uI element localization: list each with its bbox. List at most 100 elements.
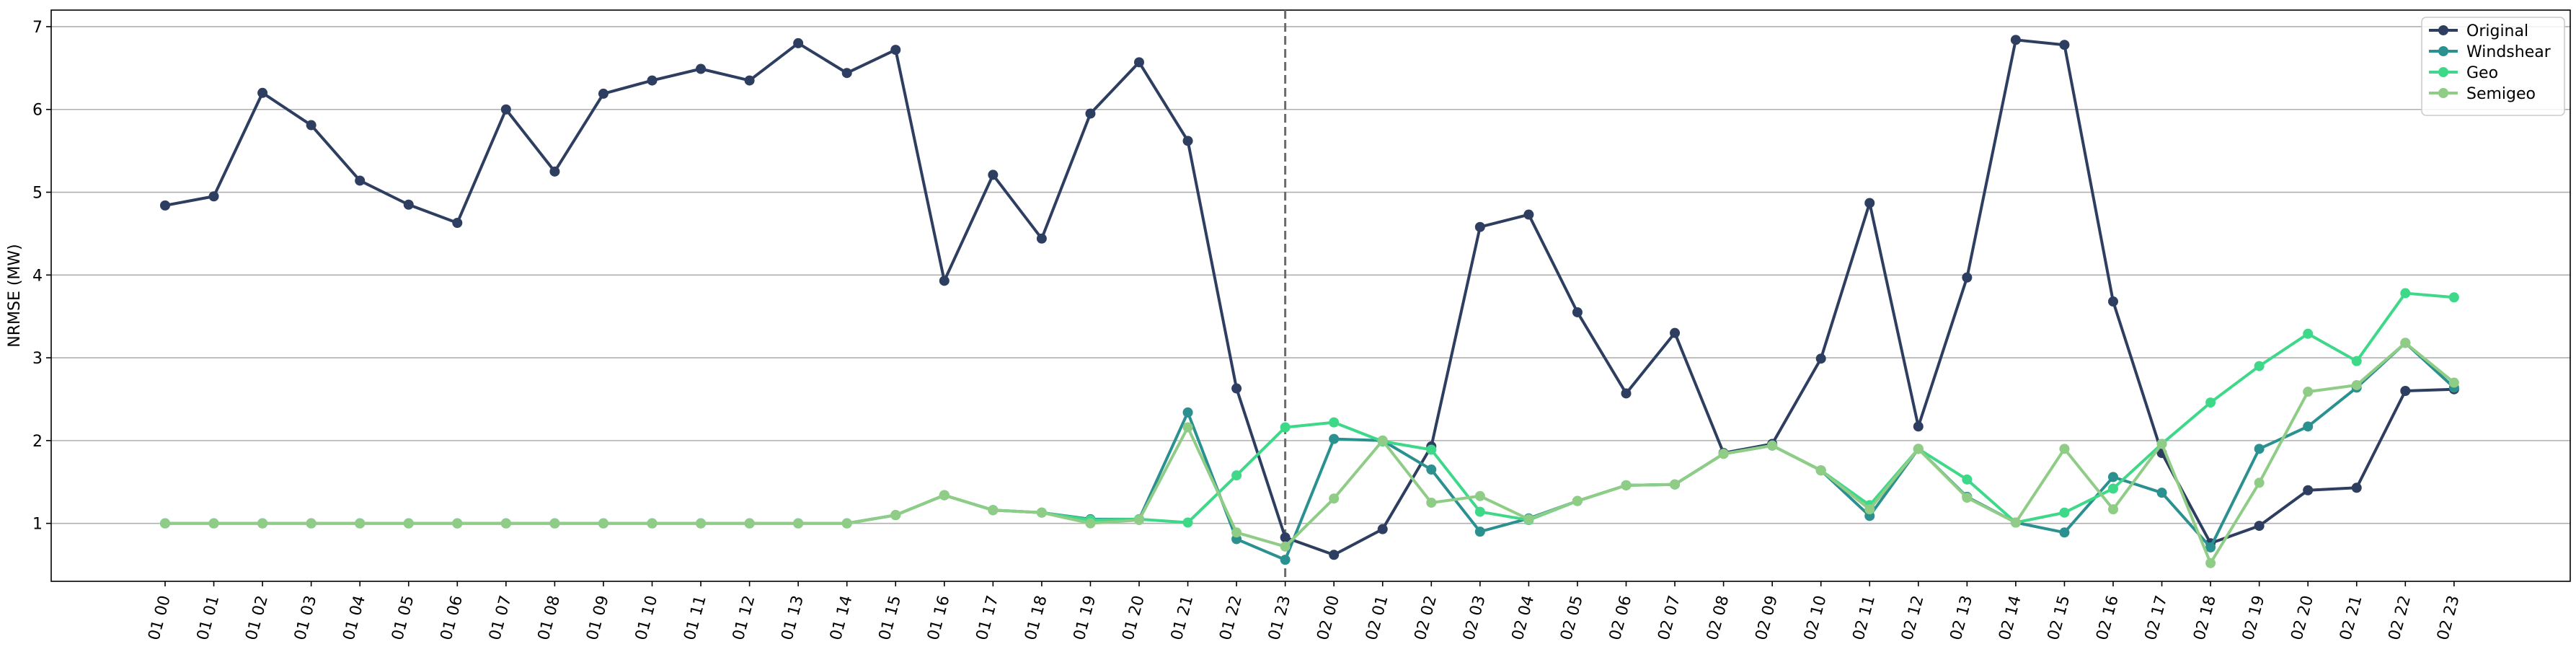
- data-point-semigeo: [452, 518, 463, 529]
- x-tick-label: 02 14: [1996, 594, 2024, 642]
- data-point-original: [1913, 421, 1924, 432]
- data-point-geo: [2448, 292, 2459, 303]
- y-tick-label: 3: [32, 350, 43, 368]
- data-point-semigeo: [257, 518, 268, 529]
- data-point-geo: [1962, 474, 1973, 485]
- x-tick-label: 02 08: [1704, 594, 1732, 642]
- data-point-original: [1815, 353, 1826, 364]
- data-point-windshear: [2205, 542, 2216, 552]
- data-point-original: [1085, 108, 1096, 119]
- data-point-semigeo: [1085, 518, 1096, 529]
- data-point-original: [1621, 388, 1632, 399]
- x-tick-label: 01 15: [876, 594, 905, 642]
- data-point-original: [2010, 35, 2021, 45]
- data-point-geo: [1426, 444, 1437, 455]
- data-point-semigeo: [939, 490, 950, 501]
- data-point-semigeo: [160, 518, 170, 529]
- x-tick-label: 01 00: [145, 594, 174, 642]
- y-tick-label: 2: [32, 433, 43, 451]
- x-tick-label: 01 03: [291, 594, 320, 642]
- data-point-semigeo: [1036, 507, 1047, 518]
- x-tick-label: 01 02: [242, 594, 271, 642]
- data-point-original: [2400, 386, 2411, 396]
- x-tick-label: 02 05: [1557, 594, 1586, 642]
- data-point-original: [500, 104, 511, 115]
- x-tick-label: 02 11: [1850, 594, 1879, 642]
- x-tick-label: 02 01: [1363, 594, 1391, 642]
- x-tick-label: 02 18: [2190, 594, 2219, 642]
- legend-label-windshear: Windshear: [2466, 43, 2551, 61]
- x-tick-label: 02 20: [2288, 594, 2317, 642]
- data-point-windshear: [1329, 433, 1340, 444]
- x-tick-label: 02 06: [1606, 594, 1635, 642]
- data-point-original: [1670, 327, 1681, 338]
- data-point-original: [1231, 383, 1242, 394]
- x-tick-label: 01 23: [1265, 594, 1294, 642]
- data-point-semigeo: [1231, 527, 1242, 538]
- data-point-geo: [2254, 361, 2265, 371]
- data-point-semigeo: [793, 518, 804, 529]
- data-point-geo: [1329, 417, 1340, 428]
- legend-label-geo: Geo: [2466, 64, 2498, 82]
- data-point-semigeo: [1718, 449, 1729, 459]
- data-point-semigeo: [2156, 439, 2167, 449]
- x-tick-label: 01 08: [535, 594, 564, 642]
- data-point-original: [1474, 221, 1485, 232]
- data-point-semigeo: [549, 518, 560, 529]
- data-point-original: [2059, 40, 2070, 50]
- x-tick-label: 02 21: [2337, 594, 2365, 642]
- data-point-semigeo: [1864, 504, 1875, 515]
- data-point-semigeo: [2108, 504, 2118, 515]
- data-point-original: [793, 38, 804, 48]
- data-point-original: [2254, 521, 2265, 532]
- data-point-original: [355, 175, 366, 186]
- data-point-semigeo: [2351, 379, 2362, 390]
- data-point-original: [1377, 524, 1388, 534]
- data-point-semigeo: [647, 518, 658, 529]
- x-tick-label: 02 03: [1460, 594, 1489, 642]
- x-tick-label: 02 09: [1752, 594, 1781, 642]
- data-point-original: [2303, 485, 2314, 495]
- x-tick-label: 01 14: [827, 594, 856, 642]
- data-point-semigeo: [355, 518, 366, 529]
- y-tick-label: 4: [32, 267, 43, 285]
- series-semigeo: [160, 338, 2459, 568]
- data-point-original: [939, 276, 950, 286]
- data-point-geo: [2205, 397, 2216, 408]
- x-tick-label: 02 13: [1947, 594, 1976, 642]
- data-point-original: [452, 217, 463, 228]
- data-point-original: [696, 63, 707, 74]
- data-point-semigeo: [1913, 444, 1924, 454]
- data-point-semigeo: [2448, 377, 2459, 388]
- data-point-original: [647, 75, 658, 86]
- data-point-semigeo: [598, 518, 608, 529]
- data-point-original: [1523, 209, 1534, 220]
- data-point-original: [257, 87, 268, 98]
- data-point-original: [1572, 307, 1583, 317]
- data-point-geo: [2108, 483, 2118, 494]
- x-tick-label: 01 09: [583, 594, 612, 642]
- x-tick-label: 02 02: [1412, 594, 1440, 642]
- data-point-semigeo: [988, 505, 999, 516]
- data-point-semigeo: [403, 518, 414, 529]
- x-tick-label: 02 19: [2239, 594, 2268, 642]
- data-point-semigeo: [1767, 440, 1778, 451]
- x-tick-label: 01 20: [1119, 594, 1148, 642]
- legend-marker-semigeo: [2438, 88, 2448, 98]
- data-point-windshear: [2303, 421, 2314, 432]
- data-point-original: [160, 200, 170, 211]
- data-point-geo: [2400, 288, 2411, 299]
- data-point-original: [988, 169, 999, 180]
- data-point-windshear: [2156, 488, 2167, 498]
- legend-marker-geo: [2438, 67, 2448, 77]
- y-tick-label: 5: [32, 185, 43, 203]
- data-point-semigeo: [1962, 493, 1973, 503]
- data-point-semigeo: [2254, 477, 2265, 488]
- x-tick-label: 02 23: [2434, 594, 2463, 642]
- data-point-semigeo: [1815, 465, 1826, 476]
- data-point-semigeo: [1670, 479, 1681, 490]
- data-point-original: [1864, 198, 1875, 208]
- data-point-geo: [1280, 422, 1291, 433]
